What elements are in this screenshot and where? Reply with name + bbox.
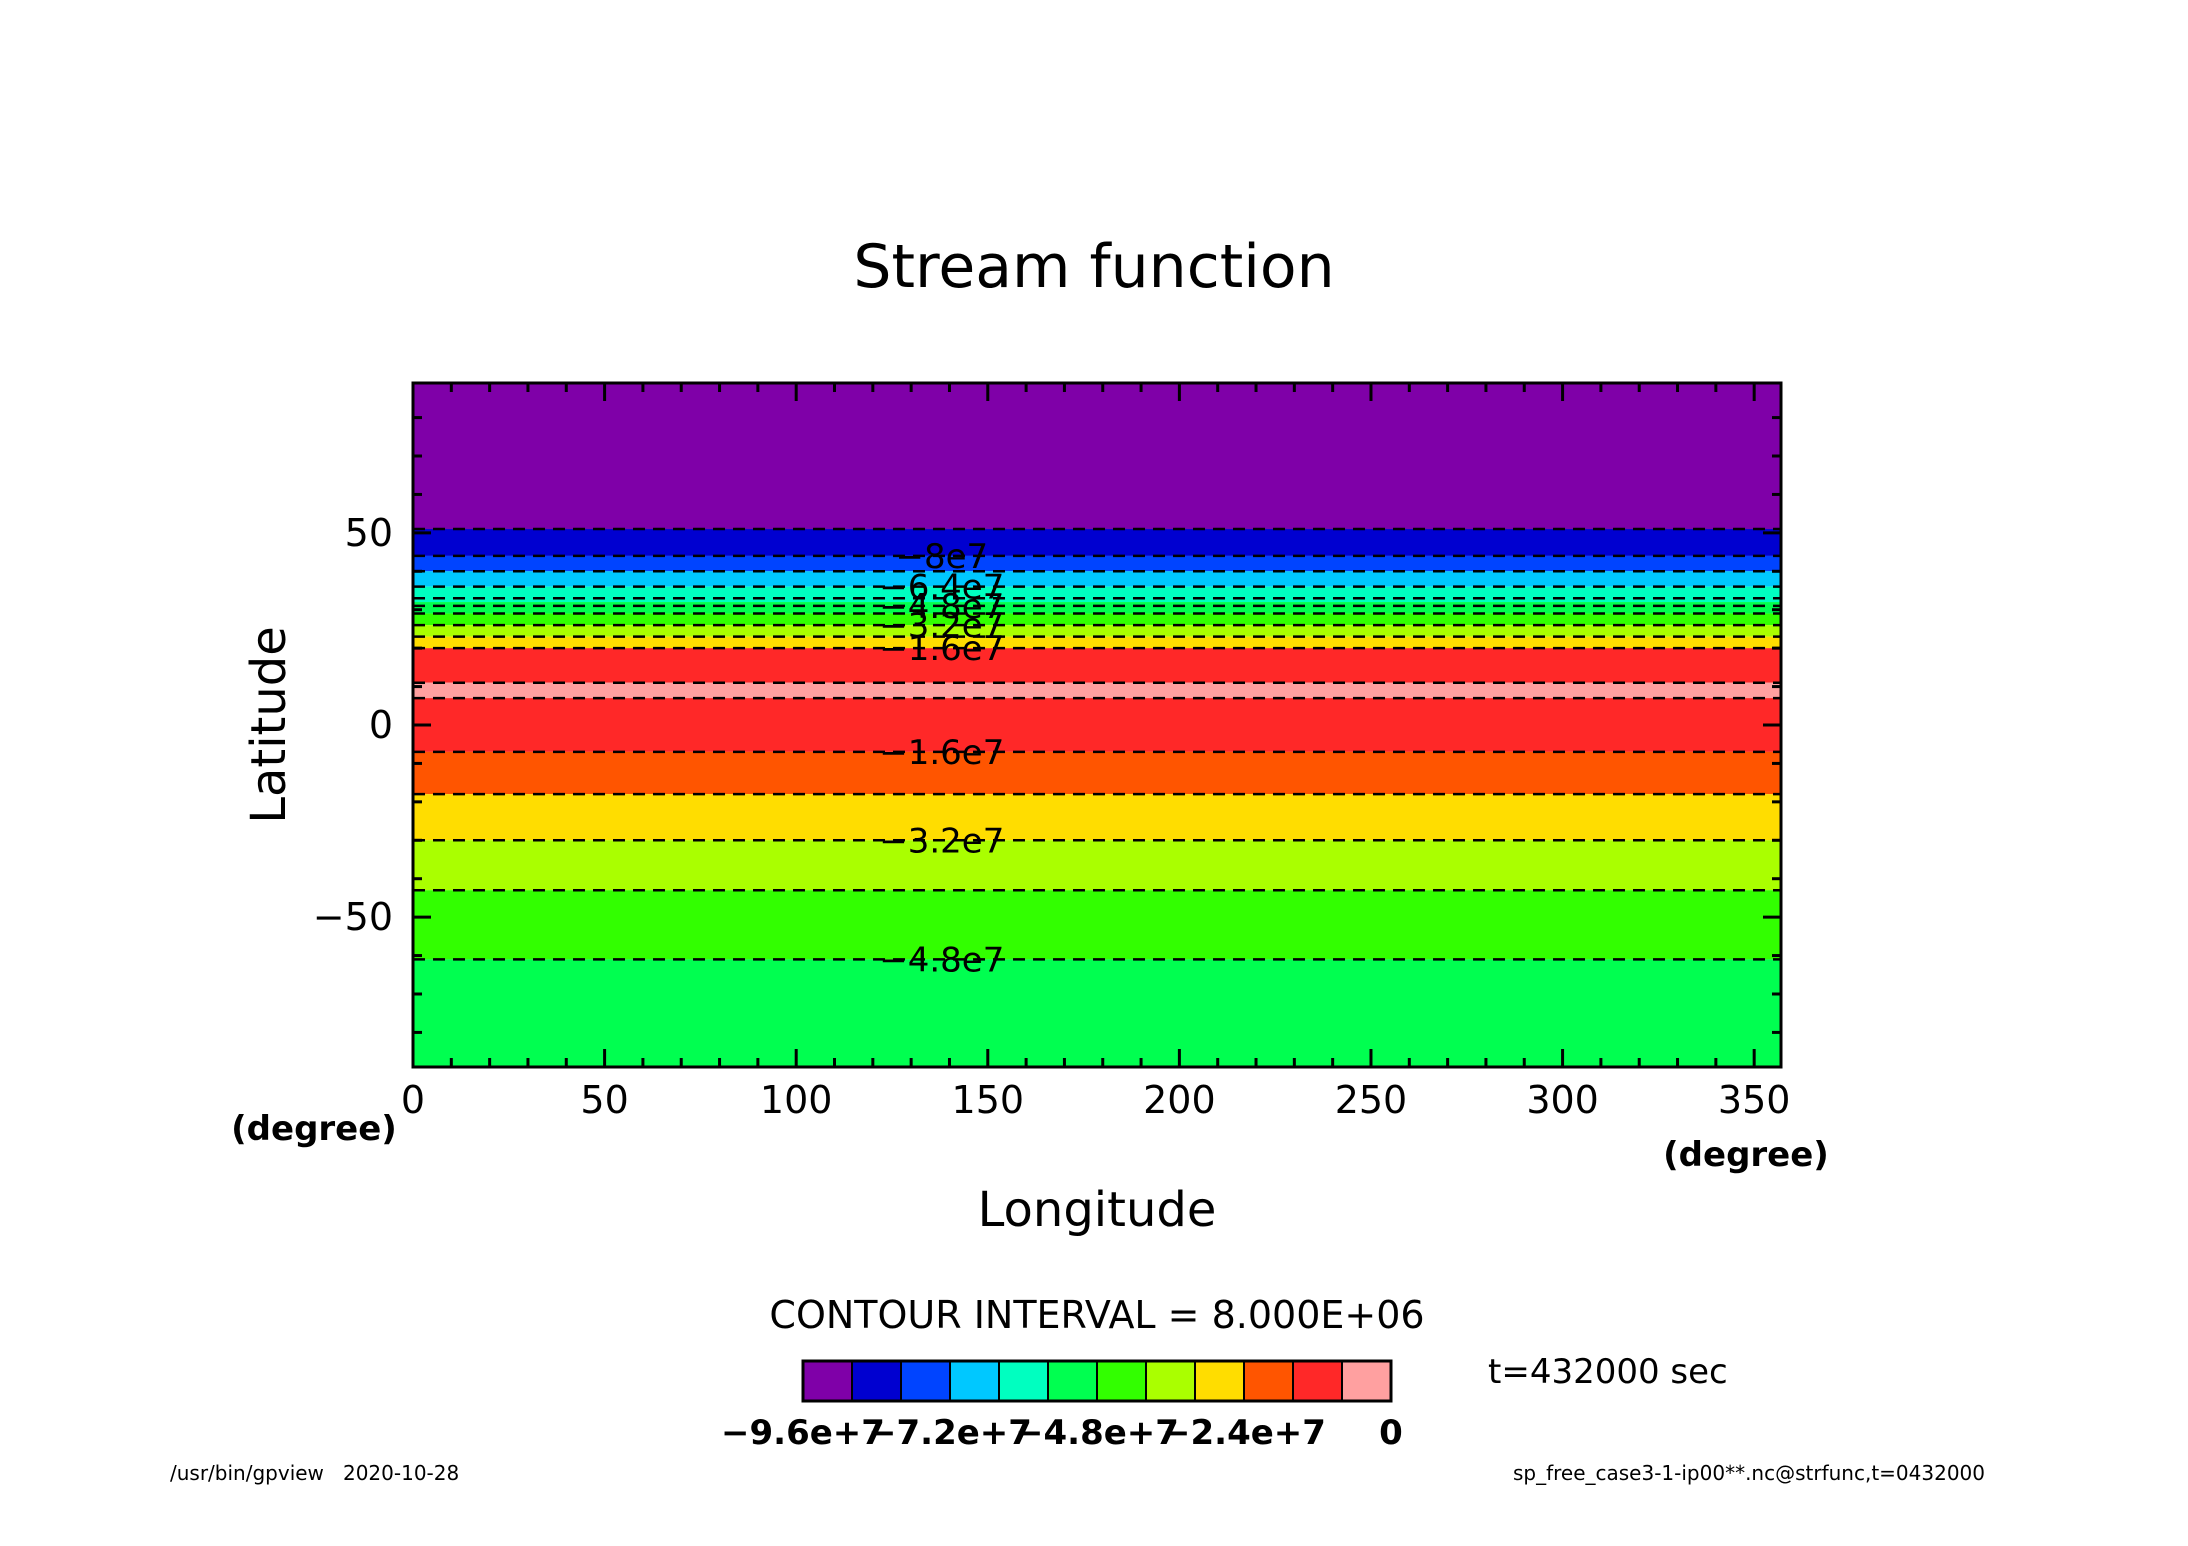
field-band-4 (413, 586, 1781, 603)
field-band-0 (413, 383, 1781, 530)
colorbar-swatch-1 (851, 1360, 902, 1402)
field-band-2 (413, 555, 1781, 572)
field-band-3 (413, 571, 1781, 587)
colorbar-swatch-3 (949, 1360, 1000, 1402)
y-tick-label: 50 (345, 511, 393, 555)
field-band-16 (413, 959, 1781, 1067)
colorbar-frame (801, 1359, 1393, 1403)
colorbar-swatch-7 (1145, 1360, 1196, 1402)
plot-frame (411, 381, 1783, 1069)
time-label: t=432000 sec (1488, 1352, 1728, 1392)
colorbar-swatch-9 (1243, 1360, 1294, 1402)
colorbar-swatch-10 (1292, 1360, 1343, 1402)
field-band-12 (413, 751, 1781, 795)
field-band-13 (413, 794, 1781, 841)
contour-label-7: −3.2e7 (879, 606, 1004, 646)
contour-label-12: −1.6e7 (879, 733, 1004, 773)
contour-label-14: −3.2e7 (879, 821, 1004, 861)
field-band-1 (413, 529, 1781, 556)
footer-left: /usr/bin/gpview 2020-10-28 (170, 1461, 459, 1485)
chart-title: Stream function (853, 232, 1334, 302)
x-axis-unit-left: (degree) (231, 1109, 397, 1149)
colorbar-swatch-6 (1096, 1360, 1147, 1402)
y-tick-labels: 50 0 −50 (313, 511, 393, 939)
field-band-8 (413, 636, 1781, 649)
colorbar-tick-label: −9.6e+7 (721, 1413, 885, 1453)
field-band-7 (413, 625, 1781, 637)
contour-labels: −8e7−6.4e7−4.8e7−3.2e7−1.6e7−1.6e7−3.2e7… (879, 537, 1004, 980)
colorbar-swatch-11 (1341, 1360, 1392, 1402)
x-tick-label: 0 (401, 1078, 425, 1122)
x-tick-label: 350 (1718, 1078, 1791, 1122)
field-band-9 (413, 648, 1781, 683)
x-tick-labels: 0 50 100 150 200 250 300 350 (401, 1078, 1791, 1122)
y-tick-label: −50 (313, 895, 393, 939)
field-band-10 (413, 682, 1781, 699)
field-band-6 (413, 613, 1781, 626)
colorbar (801, 1359, 1393, 1403)
x-axis-unit-right: (degree) (1663, 1135, 1829, 1175)
x-axis-label: Longitude (978, 1182, 1217, 1238)
y-tick-label: 0 (369, 703, 393, 747)
contour-lines (413, 527, 1781, 961)
field-band-5 (413, 602, 1781, 614)
colorbar-swatch-0 (802, 1360, 853, 1402)
field-bands (413, 383, 1781, 1067)
y-axis-label: Latitude (241, 626, 297, 824)
x-tick-label: 300 (1526, 1078, 1599, 1122)
colorbar-tick-labels: −9.6e+7−7.2e+7−4.8e+7−2.4e+7 0 (721, 1413, 1403, 1453)
contour-label-5: −4.8e7 (879, 587, 1004, 627)
colorbar-tick-label: −4.8e+7 (1015, 1413, 1179, 1453)
footer-right: sp_free_case3-1-ip00**.nc@strfunc,t=0432… (1513, 1461, 1985, 1485)
colorbar-swatch-4 (998, 1360, 1049, 1402)
contour-label-9: −1.6e7 (879, 629, 1004, 669)
colorbar-swatch-8 (1194, 1360, 1245, 1402)
colorbar-tick-label: −2.4e+7 (1162, 1413, 1326, 1453)
colorbar-swatch-2 (900, 1360, 951, 1402)
contour-interval-label: CONTOUR INTERVAL = 8.000E+06 (769, 1293, 1424, 1337)
field-band-15 (413, 890, 1781, 960)
colorbar-tick-label: 0 (1379, 1413, 1403, 1453)
field-band-11 (413, 698, 1781, 752)
x-tick-label: 100 (760, 1078, 833, 1122)
x-tick-label: 150 (952, 1078, 1025, 1122)
contour-label-1: −8e7 (895, 537, 988, 577)
colorbar-tick-label: −7.2e+7 (868, 1413, 1032, 1453)
field-band-14 (413, 840, 1781, 891)
contour-label-3: −6.4e7 (879, 568, 1004, 608)
x-tick-label: 50 (580, 1078, 628, 1122)
x-tick-label: 250 (1335, 1078, 1408, 1122)
x-tick-label: 200 (1143, 1078, 1216, 1122)
colorbar-swatch-5 (1047, 1360, 1098, 1402)
contour-label-16: −4.8e7 (879, 940, 1004, 980)
